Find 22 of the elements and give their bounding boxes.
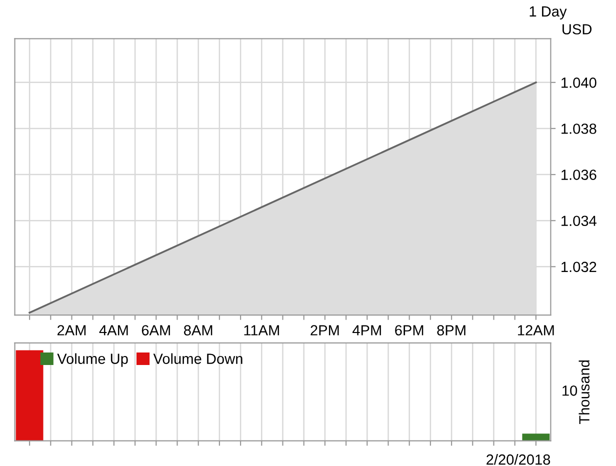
x-tick-label: 11AM bbox=[244, 325, 279, 336]
x-axis-title: 2/20/2018 bbox=[486, 454, 550, 465]
x-tick-label: 2PM bbox=[310, 325, 339, 336]
legend-label: Volume Up bbox=[57, 353, 128, 367]
x-tick-label: 2AM bbox=[57, 325, 86, 336]
x-tick-label: 12AM bbox=[518, 325, 554, 336]
chart-title: 1 Day bbox=[530, 6, 567, 20]
y-tick-label: 1.036 bbox=[562, 170, 596, 180]
x-tick-label: 6AM bbox=[142, 325, 170, 336]
x-tick-label: 6PM bbox=[395, 325, 424, 336]
text: 10 bbox=[562, 385, 578, 396]
y-axis-title: Thousand bbox=[578, 360, 590, 424]
x-tick-label: 8PM bbox=[437, 325, 466, 336]
y-tick-label: 1.032 bbox=[562, 262, 596, 272]
x-tick-label: 8AM bbox=[184, 325, 212, 336]
y-tick-label: 1.038 bbox=[562, 124, 596, 134]
x-tick-label: 4PM bbox=[352, 325, 381, 336]
y-axis-title: USD bbox=[562, 24, 592, 34]
y-tick-label: 1.040 bbox=[562, 78, 596, 88]
y-tick-label: 1.034 bbox=[562, 216, 596, 226]
x-tick-label: 4AM bbox=[99, 325, 128, 336]
legend-label: Volume Down bbox=[153, 353, 242, 364]
